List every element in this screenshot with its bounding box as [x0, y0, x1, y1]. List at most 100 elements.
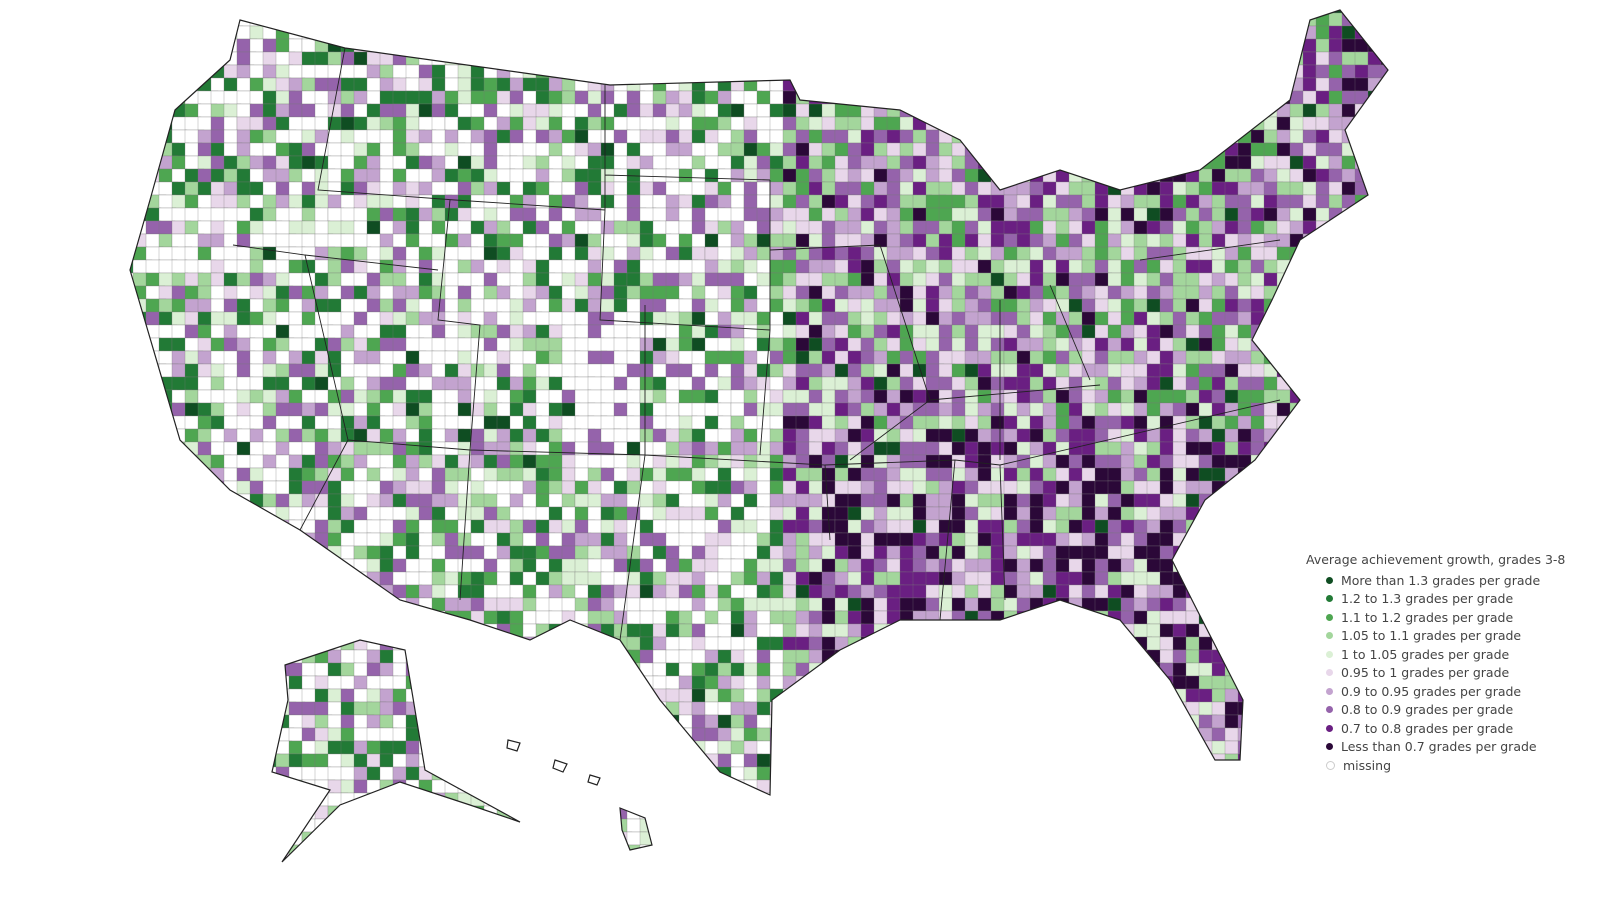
county-cell: [535, 428, 552, 443]
county-cell: [1042, 480, 1059, 495]
county-cell: [782, 64, 803, 79]
county-cell: [1094, 103, 1113, 118]
county-cell: [1120, 363, 1137, 378]
county-cell: [938, 90, 953, 105]
county-cell: [158, 77, 175, 92]
county-cell: [327, 129, 343, 144]
county-cell: [418, 64, 435, 79]
county-cell: [834, 12, 854, 27]
county-cell: [1172, 610, 1187, 625]
county-cell: [275, 584, 293, 599]
county-cell: [470, 298, 485, 313]
county-cell: [1185, 103, 1202, 118]
county-cell: [327, 324, 344, 339]
county-cell: [1276, 285, 1294, 300]
county-cell: [171, 649, 190, 664]
county-cell: [821, 454, 837, 469]
county-cell: [1068, 129, 1086, 144]
county-cell: [704, 233, 720, 248]
county-cell: [1354, 376, 1371, 391]
county-cell: [990, 194, 1006, 209]
county-cell: [1380, 259, 1388, 274]
county-cell: [977, 610, 994, 625]
county-cell: [1159, 25, 1181, 40]
county-cell: [1185, 558, 1207, 573]
county-cell: [964, 12, 984, 27]
county-cell: [600, 337, 617, 352]
county-cell: [223, 129, 239, 144]
county-cell: [314, 220, 331, 235]
county-cell: [197, 10, 214, 14]
county-cell: [626, 272, 643, 287]
county-cell: [130, 64, 134, 79]
county-cell: [1120, 506, 1136, 521]
county-cell: [470, 636, 485, 651]
county-cell: [184, 285, 199, 300]
county-cell: [1263, 220, 1278, 235]
county-cell: [509, 12, 527, 27]
county-cell: [145, 454, 165, 469]
county-cell: [1003, 285, 1018, 300]
county-cell: [613, 597, 629, 612]
county-cell: [1081, 337, 1098, 352]
county-cell: [1016, 207, 1033, 222]
county-cell: [1172, 623, 1189, 638]
county-cell: [704, 597, 721, 612]
county-cell: [1081, 454, 1097, 469]
county-cell: [1029, 12, 1050, 27]
county-cell: [145, 38, 162, 53]
county-cell: [626, 623, 642, 638]
county-cell: [1394, 455, 1410, 468]
county-cell: [769, 25, 785, 40]
county-cell: [938, 324, 953, 339]
county-cell: [1315, 259, 1333, 274]
county-cell: [1341, 376, 1361, 391]
county-cell: [717, 10, 732, 14]
county-cell: [197, 532, 219, 547]
county-cell: [431, 636, 447, 651]
county-cell: [1394, 351, 1414, 364]
county-cell: [1081, 155, 1096, 170]
county-cell: [756, 558, 771, 573]
county-cell: [249, 90, 265, 105]
county-cell: [392, 532, 407, 547]
county-cell: [470, 25, 489, 40]
county-cell: [1016, 441, 1033, 456]
county-cell: [951, 584, 966, 599]
county-cell: [665, 220, 680, 235]
county-cell: [301, 246, 318, 261]
county-cell: [509, 25, 529, 40]
county-cell: [1237, 454, 1254, 469]
county-cell: [1029, 25, 1050, 40]
county-cell: [1211, 597, 1228, 612]
county-cell: [717, 389, 733, 404]
county-cell: [730, 10, 746, 14]
county-cell: [1055, 571, 1071, 586]
county-cell: [873, 532, 889, 547]
county-cell: [1081, 571, 1096, 586]
county-cell: [1172, 10, 1193, 14]
county-cell: [197, 51, 214, 66]
county-cell: [171, 129, 188, 144]
county-cell: [873, 90, 890, 105]
county-cell: [1029, 90, 1050, 105]
county-cell: [197, 584, 218, 599]
county-cell: [1185, 545, 1204, 560]
county-cell: [730, 272, 747, 287]
county-cell: [130, 467, 140, 482]
county-cell: [1394, 143, 1410, 156]
county-cell: [1380, 337, 1388, 352]
county-cell: [977, 207, 994, 222]
county-cell: [340, 324, 355, 339]
county-cell: [1224, 181, 1239, 196]
county-cell: [184, 558, 200, 573]
county-cell: [184, 64, 205, 79]
county-cell: [1289, 428, 1304, 443]
county-cell: [613, 25, 630, 40]
county-cell: [249, 597, 264, 612]
county-cell: [223, 441, 240, 456]
county-cell: [210, 129, 226, 144]
county-cell: [1394, 39, 1408, 52]
county-cell: [130, 298, 139, 313]
county-cell: [379, 610, 395, 625]
